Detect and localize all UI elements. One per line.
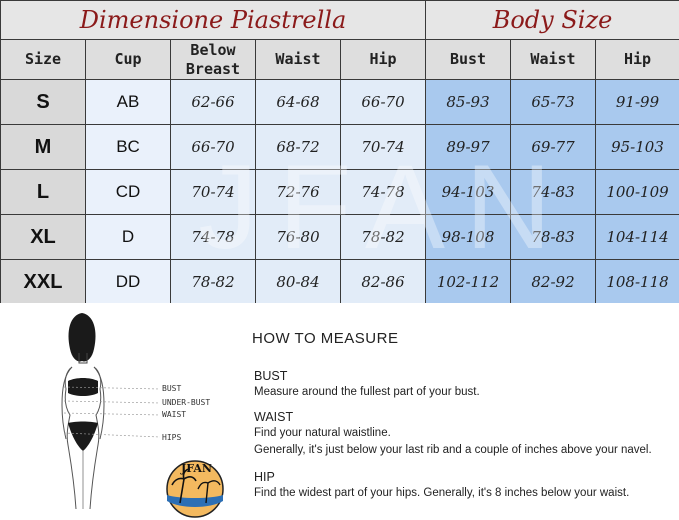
hip-cell: 74-78 bbox=[340, 169, 426, 215]
table-row: XXL DD 78-82 80-84 82-86 102-112 82-92 1… bbox=[0, 259, 679, 305]
size-cell: XXL bbox=[0, 259, 86, 305]
cup-cell: CD bbox=[85, 169, 171, 215]
col-header-body-waist: Waist bbox=[510, 39, 596, 80]
waist-cell: 80-84 bbox=[255, 259, 341, 305]
size-cell: L bbox=[0, 169, 86, 215]
bust-title: BUST bbox=[254, 369, 288, 383]
below-breast-cell: 74-78 bbox=[170, 214, 256, 260]
hip-cell: 82-86 bbox=[340, 259, 426, 305]
bust-cell: 89-97 bbox=[425, 124, 511, 170]
col-header-bust: Bust bbox=[425, 39, 511, 80]
waist-text-2: Generally, it's just below your last rib… bbox=[254, 444, 652, 456]
bust-cell: 85-93 bbox=[425, 79, 511, 125]
cup-cell: AB bbox=[85, 79, 171, 125]
waist-cell: 64-68 bbox=[255, 79, 341, 125]
logo-text: JFAN bbox=[180, 462, 212, 475]
below-breast-cell: 70-74 bbox=[170, 169, 256, 215]
size-cell: XL bbox=[0, 214, 86, 260]
body-waist-cell: 74-83 bbox=[510, 169, 596, 215]
cup-cell: DD bbox=[85, 259, 171, 305]
body-hip-cell: 108-118 bbox=[595, 259, 679, 305]
group-header-dimensione: Dimensione Piastrella bbox=[0, 0, 426, 40]
col-header-cup: Cup bbox=[85, 39, 171, 80]
col-header-below-breast: Below Breast bbox=[170, 39, 256, 80]
how-to-measure-title: HOW TO MEASURE bbox=[252, 330, 399, 347]
cup-cell: BC bbox=[85, 124, 171, 170]
hip-cell: 78-82 bbox=[340, 214, 426, 260]
size-chart-table: Dimensione Piastrella Body Size Size Cup… bbox=[0, 0, 679, 305]
bust-cell: 98-108 bbox=[425, 214, 511, 260]
table-row: M BC 66-70 68-72 70-74 89-97 69-77 95-10… bbox=[0, 124, 679, 170]
hip-cell: 70-74 bbox=[340, 124, 426, 170]
body-hip-cell: 91-99 bbox=[595, 79, 679, 125]
size-cell: S bbox=[0, 79, 86, 125]
figure-label-hips: HIPS bbox=[162, 433, 181, 442]
col-header-body-hip: Hip bbox=[595, 39, 679, 80]
waist-cell: 72-76 bbox=[255, 169, 341, 215]
waist-cell: 76-80 bbox=[255, 214, 341, 260]
table-row: S AB 62-66 64-68 66-70 85-93 65-73 91-99 bbox=[0, 79, 679, 125]
size-cell: M bbox=[0, 124, 86, 170]
body-waist-cell: 82-92 bbox=[510, 259, 596, 305]
body-hip-cell: 100-109 bbox=[595, 169, 679, 215]
below-breast-cell: 62-66 bbox=[170, 79, 256, 125]
waist-title: WAIST bbox=[254, 410, 294, 424]
bust-cell: 102-112 bbox=[425, 259, 511, 305]
bust-text: Measure around the fullest part of your … bbox=[254, 386, 480, 398]
table-row: L CD 70-74 72-76 74-78 94-103 74-83 100-… bbox=[0, 169, 679, 215]
hip-cell: 66-70 bbox=[340, 79, 426, 125]
cup-cell: D bbox=[85, 214, 171, 260]
body-waist-cell: 69-77 bbox=[510, 124, 596, 170]
col-header-hip: Hip bbox=[340, 39, 426, 80]
below-breast-cell: 78-82 bbox=[170, 259, 256, 305]
measure-guide: BUST UNDER-BUST WAIST HIPS JFAN HOW TO M… bbox=[0, 303, 679, 520]
below-breast-cell: 66-70 bbox=[170, 124, 256, 170]
hip-title: HIP bbox=[254, 470, 275, 484]
col-header-waist: Waist bbox=[255, 39, 341, 80]
body-waist-cell: 65-73 bbox=[510, 79, 596, 125]
figure-label-bust: BUST bbox=[162, 384, 181, 393]
table-row: XL D 74-78 76-80 78-82 98-108 78-83 104-… bbox=[0, 214, 679, 260]
hip-text: Find the widest part of your hips. Gener… bbox=[254, 487, 630, 499]
brand-logo: JFAN bbox=[166, 460, 224, 518]
figure-label-waist: WAIST bbox=[162, 410, 186, 419]
waist-text-1: Find your natural waistline. bbox=[254, 427, 391, 439]
body-figure-illustration: BUST UNDER-BUST WAIST HIPS JFAN bbox=[61, 313, 224, 518]
bust-cell: 94-103 bbox=[425, 169, 511, 215]
figure-label-under-bust: UNDER-BUST bbox=[162, 398, 210, 407]
col-header-size: Size bbox=[0, 39, 86, 80]
body-hip-cell: 95-103 bbox=[595, 124, 679, 170]
body-waist-cell: 78-83 bbox=[510, 214, 596, 260]
waist-cell: 68-72 bbox=[255, 124, 341, 170]
group-header-body-size: Body Size bbox=[425, 0, 679, 40]
body-hip-cell: 104-114 bbox=[595, 214, 679, 260]
